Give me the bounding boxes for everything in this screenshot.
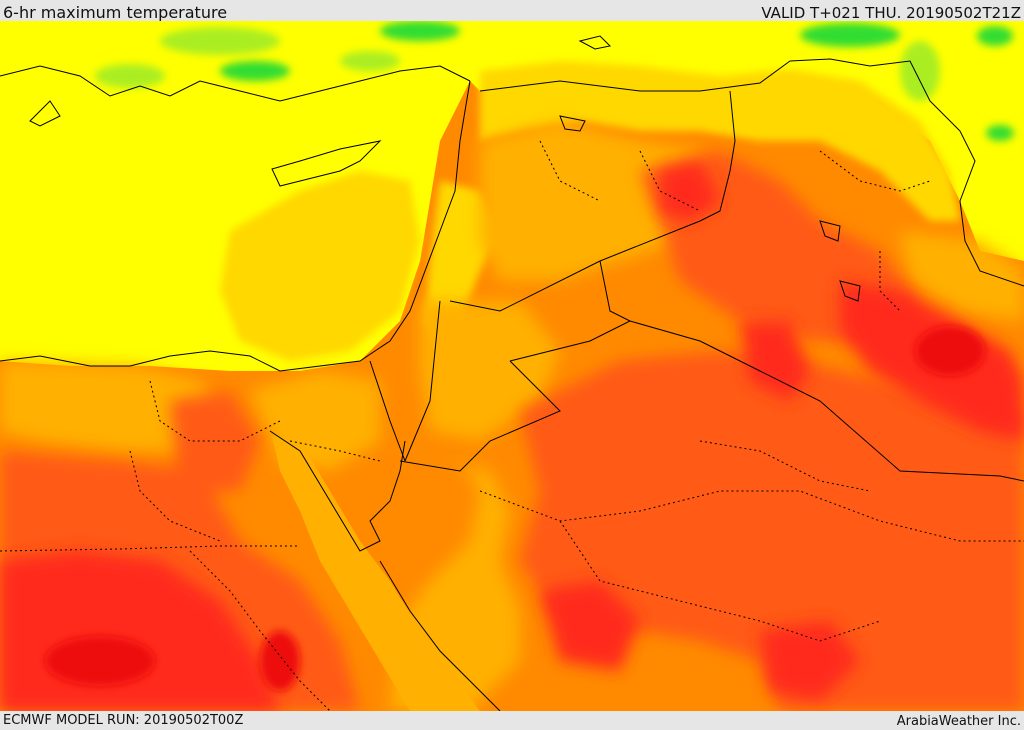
field-deep-red bbox=[45, 326, 985, 691]
header-bar: 6-hr maximum temperature VALID T+021 THU… bbox=[0, 0, 1024, 22]
country-borders bbox=[369, 60, 1024, 482]
field-green-patches bbox=[95, 21, 1014, 141]
footer-bar: ECMWF MODEL RUN: 20190502T00Z ArabiaWeat… bbox=[0, 711, 1024, 729]
coastlines bbox=[0, 35, 1024, 711]
field-red bbox=[0, 161, 1024, 711]
dotted-borders bbox=[0, 140, 1024, 711]
model-run: ECMWF MODEL RUN: 20190502T00Z bbox=[3, 713, 244, 728]
credit: ArabiaWeather Inc. bbox=[896, 714, 1021, 729]
field-gold-sea bbox=[220, 171, 420, 361]
map-canvas bbox=[0, 21, 1024, 711]
field-red-sea bbox=[272, 436, 480, 711]
map-title: 6-hr maximum temperature bbox=[3, 3, 228, 22]
valid-time: VALID T+021 THU. 20190502T21Z bbox=[761, 4, 1021, 22]
field-gold-north bbox=[480, 61, 960, 221]
temperature-map[interactable] bbox=[0, 21, 1024, 711]
